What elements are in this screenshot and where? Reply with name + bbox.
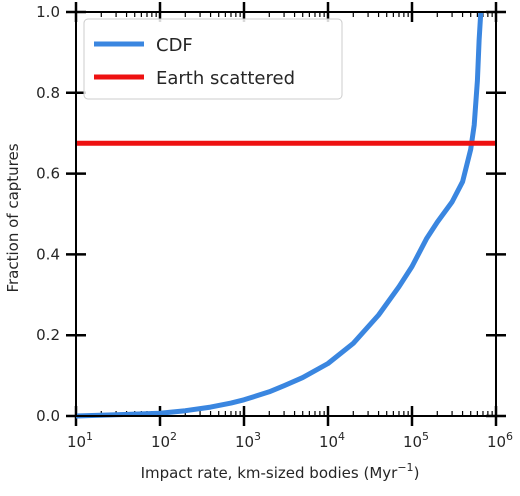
x-axis-label: Impact rate, km-sized bodies (Myr−1) — [141, 461, 420, 482]
y-tick-label: 0.0 — [36, 407, 60, 425]
x-tick-labels: 101 102 103 104 105 106 — [67, 430, 513, 451]
x-tick-label-base: 10 — [151, 433, 170, 451]
y-tick-label: 1.0 — [36, 3, 60, 21]
y-tick-label: 0.6 — [36, 165, 60, 183]
y-tick-label: 0.4 — [36, 245, 60, 263]
x-tick-label-base: 10 — [319, 433, 338, 451]
x-tick-label-base: 10 — [235, 433, 254, 451]
y-tick-label: 0.8 — [36, 84, 60, 102]
x-tick-label: 104 — [319, 430, 345, 451]
legend-entry-earth-scattered: Earth scattered — [156, 68, 295, 89]
x-axis-label-close: ) — [414, 464, 420, 482]
x-tick-label: 102 — [151, 430, 177, 451]
x-tick-label: 101 — [67, 430, 93, 451]
x-axis-label-main: Impact rate, km-sized bodies (Myr — [141, 464, 399, 482]
series-layer — [75, 11, 496, 419]
x-tick-label-exp: 6 — [506, 430, 513, 443]
x-tick-label-exp: 1 — [86, 430, 93, 443]
x-tick-label: 103 — [235, 430, 261, 451]
x-tick-label: 105 — [403, 430, 429, 451]
y-tick-label: 0.2 — [36, 326, 60, 344]
legend: CDF Earth scattered — [83, 18, 343, 100]
x-tick-label-base: 10 — [487, 433, 506, 451]
x-axis-label-sup: −1 — [397, 461, 413, 474]
x-tick-label-base: 10 — [67, 433, 86, 451]
x-tick-label-exp: 3 — [254, 430, 261, 443]
x-tick-label-exp: 5 — [422, 430, 429, 443]
y-axis-label: Fraction of captures — [4, 143, 22, 292]
x-tick-label: 106 — [487, 430, 513, 451]
x-tick-label-base: 10 — [403, 433, 422, 451]
plot-frame — [75, 11, 497, 417]
y-tick-labels: 0.0 0.2 0.4 0.6 0.8 1.0 — [36, 3, 60, 425]
legend-box — [83, 18, 343, 100]
x-tick-label-exp: 4 — [338, 430, 345, 443]
x-tick-label-exp: 2 — [170, 430, 177, 443]
legend-entry-cdf: CDF — [156, 35, 193, 56]
